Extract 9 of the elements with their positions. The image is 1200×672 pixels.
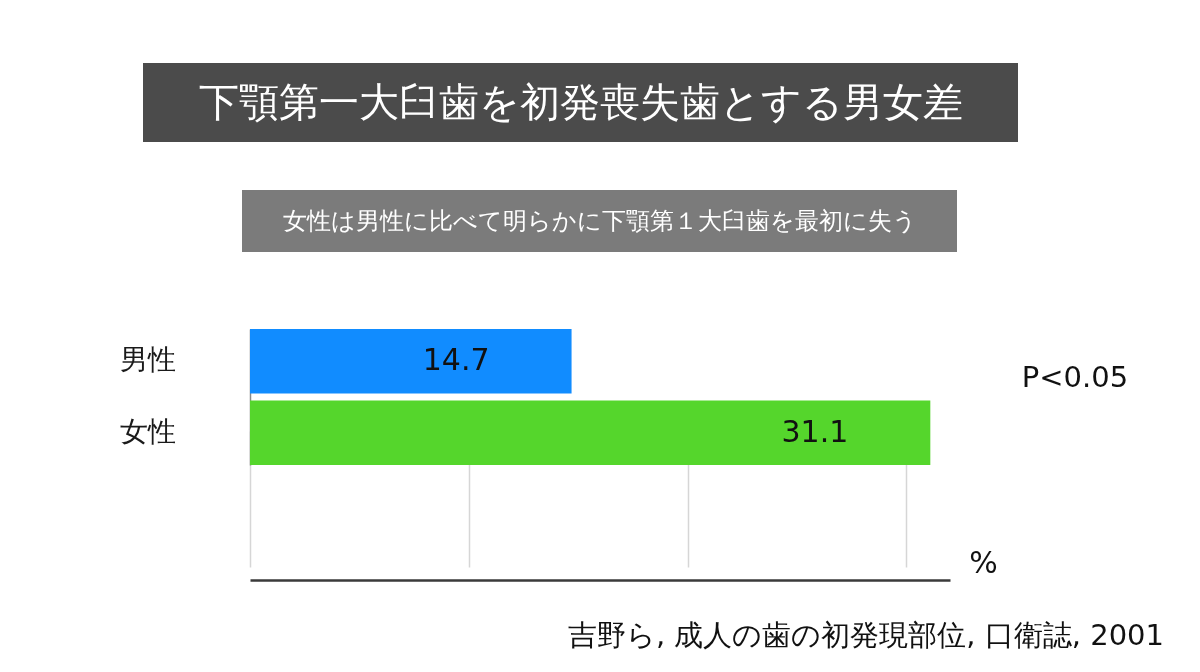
text: 吉野ら, 成人の歯の初発現部位, 口衛誌, 2001 — [567, 618, 1164, 652]
data-label: 31.1 — [781, 413, 849, 449]
chart-title: 下顎第一大臼歯を初発喪失歯とする男女差 — [143, 63, 1018, 142]
chart-subtitle: 女性は男性に比べて明らかに下顎第１大臼歯を最初に失う — [242, 190, 957, 252]
y-tick-label: 男性 — [119, 343, 176, 377]
data-label: 14.7 — [422, 342, 490, 378]
text: P<0.05 — [1021, 360, 1129, 394]
x-axis-title: % — [969, 544, 998, 580]
y-tick-label: 女性 — [119, 414, 176, 448]
